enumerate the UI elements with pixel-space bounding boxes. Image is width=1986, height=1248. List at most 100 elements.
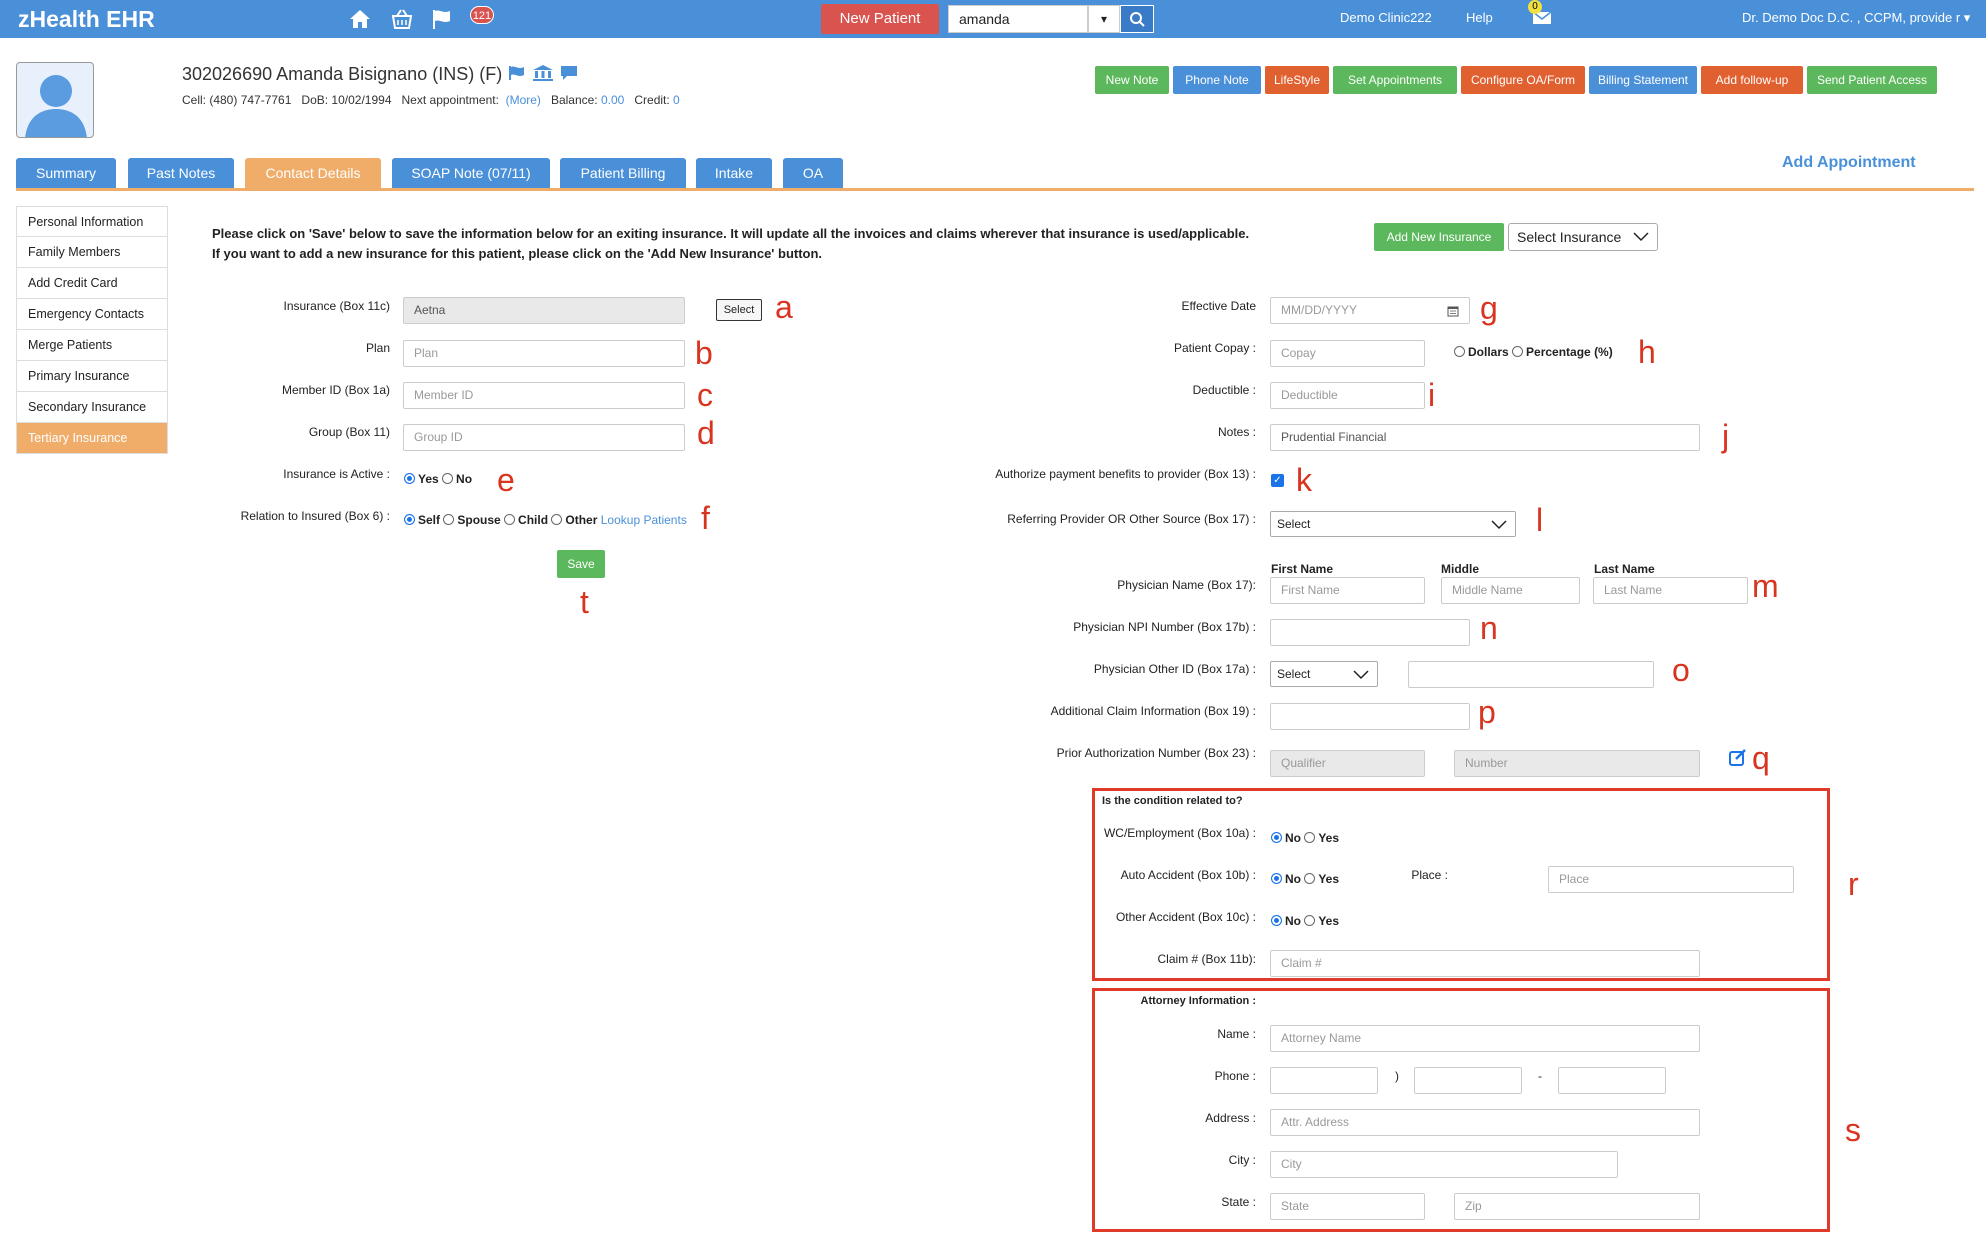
wc-yes-radio[interactable] [1304, 832, 1316, 843]
auto-yes-radio[interactable] [1304, 873, 1316, 884]
calendar-icon[interactable] [1447, 305, 1459, 317]
relation-spouse-radio[interactable] [443, 514, 455, 525]
tab-soap-note[interactable]: SOAP Note (07/11) [392, 158, 550, 188]
tab-past-notes[interactable]: Past Notes [128, 158, 234, 188]
home-icon[interactable] [348, 8, 372, 30]
place-input[interactable]: Place [1548, 866, 1794, 893]
percentage-radio[interactable] [1512, 346, 1524, 357]
configure-oa-form-button[interactable]: Configure OA/Form [1461, 66, 1585, 94]
tab-oa[interactable]: OA [783, 158, 843, 188]
sidebar-item-primary-insurance[interactable]: Primary Insurance [16, 361, 168, 392]
plan-label: Plan [365, 341, 390, 355]
flag-icon[interactable] [430, 8, 454, 30]
authorize-checkbox[interactable]: ✓ [1271, 474, 1284, 487]
member-id-input[interactable]: Member ID [403, 382, 685, 409]
tab-intake[interactable]: Intake [696, 158, 772, 188]
sidebar-item-tertiary-insurance[interactable]: Tertiary Insurance [16, 423, 168, 454]
referring-provider-value: Select [1277, 517, 1311, 531]
add-follow-up-button[interactable]: Add follow-up [1701, 66, 1803, 94]
attorney-state-input[interactable]: State [1270, 1193, 1425, 1220]
attorney-address-input[interactable]: Attr. Address [1270, 1109, 1700, 1136]
notes-input[interactable]: Prudential Financial [1270, 424, 1700, 451]
claim-number-input[interactable]: Claim # [1270, 950, 1700, 977]
npi-input[interactable] [1270, 619, 1470, 646]
save-button[interactable]: Save [557, 550, 605, 578]
sidebar-item-emergency-contacts[interactable]: Emergency Contacts [16, 299, 168, 330]
sidebar-item-family-members[interactable]: Family Members [16, 237, 168, 268]
send-patient-access-button[interactable]: Send Patient Access [1807, 66, 1937, 94]
patient-search-input[interactable]: amanda [948, 5, 1088, 33]
chat-bubble-icon[interactable] [559, 65, 579, 81]
attorney-city-input[interactable]: City [1270, 1151, 1618, 1178]
billing-statement-button[interactable]: Billing Statement [1589, 66, 1697, 94]
new-note-button[interactable]: New Note [1095, 66, 1169, 94]
user-menu[interactable]: Dr. Demo Doc D.C. , CCPM, provide r ▾ [1742, 10, 1970, 26]
relation-self-radio[interactable] [404, 514, 415, 525]
plan-input[interactable]: Plan [403, 340, 685, 367]
add-new-insurance-button[interactable]: Add New Insurance [1374, 223, 1504, 251]
tab-contact-details[interactable]: Contact Details [245, 158, 381, 188]
set-appointments-button[interactable]: Set Appointments [1333, 66, 1457, 94]
phone-note-button[interactable]: Phone Note [1173, 66, 1261, 94]
lifestyle-button[interactable]: LifeStyle [1265, 66, 1329, 94]
copay-input[interactable]: Copay [1270, 340, 1425, 367]
dollars-radio[interactable] [1454, 346, 1465, 357]
envelope-icon[interactable] [1532, 10, 1552, 26]
active-yes-radio[interactable] [404, 473, 415, 484]
relation-other-radio[interactable] [551, 514, 563, 525]
checkmark-icon: ✓ [1273, 475, 1282, 486]
physician-last-name-input[interactable]: Last Name [1593, 577, 1748, 604]
referring-provider-select[interactable]: Select [1270, 511, 1516, 537]
other-id-qualifier-select[interactable]: Select [1270, 661, 1378, 687]
physician-first-name-input[interactable]: First Name [1270, 577, 1425, 604]
attorney-name-input[interactable]: Attorney Name [1270, 1025, 1700, 1052]
sidebar-item-secondary-insurance[interactable]: Secondary Insurance [16, 392, 168, 423]
brand-logo[interactable]: zHealth EHR [18, 6, 155, 32]
more-link[interactable]: (More) [505, 93, 541, 107]
save-notice: Please click on 'Save' below to save the… [212, 224, 1249, 264]
dollars-label: Dollars [1468, 345, 1509, 359]
select-insurance-button[interactable]: Select [716, 299, 762, 321]
balance-value[interactable]: 0.00 [600, 93, 625, 107]
sidebar-item-personal-information[interactable]: Personal Information [16, 206, 168, 237]
tab-patient-billing[interactable]: Patient Billing [560, 158, 686, 188]
basket-icon[interactable] [390, 8, 414, 30]
auto-no-radio[interactable] [1271, 873, 1282, 884]
physician-middle-name-input[interactable]: Middle Name [1441, 577, 1580, 604]
tab-summary[interactable]: Summary [16, 158, 116, 188]
clinic-selector[interactable]: Demo Clinic222 [1340, 10, 1432, 25]
new-patient-button[interactable]: New Patient [821, 4, 939, 34]
attorney-zip-input[interactable]: Zip [1454, 1193, 1700, 1220]
attorney-phone-prefix-input[interactable] [1414, 1067, 1522, 1094]
search-dropdown-toggle[interactable]: ▾ [1088, 5, 1120, 33]
notification-badge[interactable]: 121 [470, 6, 494, 24]
flag-icon[interactable] [507, 65, 527, 81]
first-name-header: First Name [1271, 562, 1334, 576]
search-button[interactable] [1120, 5, 1154, 33]
attorney-phone-line-input[interactable] [1558, 1067, 1666, 1094]
sidebar-item-add-credit-card[interactable]: Add Credit Card [16, 268, 168, 299]
other-id-input[interactable] [1408, 661, 1654, 688]
npi-label: Physician NPI Number (Box 17b) : [1073, 620, 1256, 634]
group-id-input[interactable]: Group ID [403, 424, 685, 451]
additional-claim-input[interactable] [1270, 703, 1470, 730]
credit-value[interactable]: 0 [673, 93, 680, 107]
help-link[interactable]: Help [1466, 10, 1493, 25]
lookup-patients-link[interactable]: Lookup Patients [600, 513, 687, 527]
attorney-phone-area-input[interactable] [1270, 1067, 1378, 1094]
add-appointment-link[interactable]: Add Appointment [1782, 154, 1916, 171]
relation-label: Relation to Insured (Box 6) : [240, 509, 390, 523]
effective-date-input[interactable]: MM/DD/YYYY [1270, 297, 1470, 324]
wc-no-radio[interactable] [1271, 832, 1282, 843]
active-no-radio[interactable] [442, 473, 454, 484]
building-icon[interactable] [532, 65, 554, 81]
deductible-input[interactable]: Deductible [1270, 382, 1425, 409]
wc-employment-radios: No Yes [1271, 831, 1339, 845]
sidebar-item-merge-patients[interactable]: Merge Patients [16, 330, 168, 361]
select-insurance-dropdown[interactable]: Select Insurance [1508, 223, 1658, 251]
other-id-qualifier-value: Select [1277, 667, 1311, 681]
other-no-radio[interactable] [1271, 915, 1282, 926]
edit-icon[interactable] [1728, 747, 1748, 767]
other-yes-radio[interactable] [1304, 915, 1316, 926]
relation-child-radio[interactable] [504, 514, 516, 525]
